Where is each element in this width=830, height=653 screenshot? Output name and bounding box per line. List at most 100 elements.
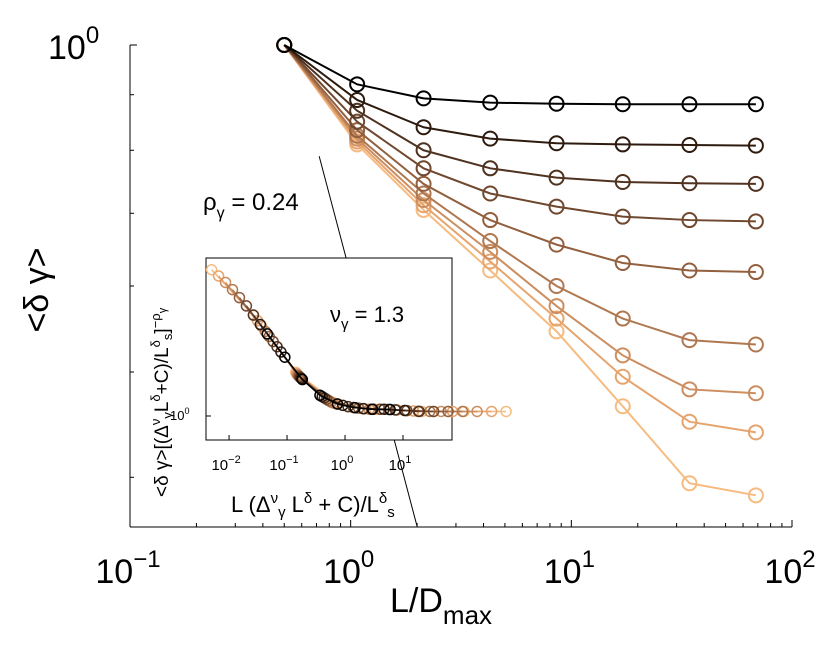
series-marker (681, 332, 698, 349)
inset-background (205, 257, 453, 441)
series-marker (548, 236, 565, 253)
inset-y-ticks: 100 (170, 406, 211, 423)
inset-series-marker (247, 309, 260, 321)
inset-series-marker (366, 403, 379, 415)
series-marker (482, 130, 499, 147)
series-marker (349, 91, 366, 108)
inset-series-marker (279, 351, 291, 363)
inset-series-marker (240, 300, 253, 312)
series-marker (747, 137, 764, 154)
series-marker (548, 169, 565, 186)
inset-x-tick-label: 10−1 (269, 454, 298, 474)
series-marker (276, 37, 293, 53)
series-marker (681, 262, 698, 279)
inset-series-marker (212, 270, 225, 282)
inset-chart: 10−2 10−1 100 101 100 νγ = 1.3 L (Δνγ Lδ + … (148, 257, 512, 521)
main-x-tick-label: 102 (764, 546, 815, 591)
main-x-tick-label: 101 (544, 546, 595, 591)
series-marker (349, 122, 366, 139)
series-marker (681, 96, 698, 113)
inset-series-marker (398, 404, 411, 417)
main-series-group (276, 37, 764, 504)
inset-series-marker (384, 403, 396, 416)
series-marker (681, 136, 698, 153)
inset-y-axis-label: <δ γ>[(ΔνγLδ+C)/Lδs]−ργ (148, 307, 175, 497)
inset-series-marker (500, 405, 512, 418)
series-marker (747, 424, 764, 441)
main-y-axis-label: <δ γ> (18, 247, 56, 332)
series-marker (614, 96, 631, 113)
series-line (283, 44, 756, 106)
series-line (283, 44, 756, 274)
inset-series-marker (205, 263, 218, 276)
slope-annotation: ργ = 0.24 (203, 156, 418, 527)
series-marker (415, 185, 432, 202)
series-marker (681, 475, 698, 492)
inset-x-axis-label: L (Δνγ Lδ + C)/Lδs (231, 490, 395, 521)
series-marker (747, 336, 764, 353)
inset-series-marker (442, 405, 454, 418)
series-marker (349, 113, 366, 130)
series-marker (482, 243, 499, 260)
series-marker (747, 213, 764, 230)
inset-series-marker (456, 405, 469, 418)
series-marker (614, 398, 631, 415)
main-axes: 10−1 100 101 102 100 (48, 22, 816, 591)
inset-x-ticks: 10−2 10−1 100 101 (211, 435, 411, 474)
series-marker (548, 198, 565, 215)
inset-series-marker (427, 405, 440, 418)
series-line (283, 44, 756, 346)
series-marker (349, 102, 366, 119)
inset-series-marker (337, 399, 349, 412)
inset-series-marker (219, 276, 232, 289)
series-marker (614, 368, 631, 385)
slope-label: ργ = 0.24 (203, 189, 299, 222)
series-marker (614, 310, 631, 327)
inset-x-tick-label: 101 (389, 454, 412, 474)
inset-series-marker (295, 372, 308, 385)
series-marker (614, 347, 631, 364)
inset-nu-annotation: νγ = 1.3 (330, 302, 404, 333)
inset-series-group (205, 263, 512, 418)
inset-series-marker (485, 405, 498, 418)
series-marker (415, 119, 432, 136)
inset-series-marker (254, 318, 267, 331)
inset-series-marker (331, 398, 344, 410)
series-marker (548, 135, 565, 152)
series-marker (747, 175, 764, 192)
series-marker (548, 298, 565, 315)
series-line (283, 44, 757, 434)
main-x-ticks: 10−1 100 101 102 (95, 520, 816, 591)
series-line (283, 44, 756, 395)
inset-series-marker (413, 405, 425, 418)
main-y-ticks: 100 (48, 22, 137, 478)
main-x-axis-label: L/Dmax (390, 582, 492, 630)
series-marker (482, 233, 499, 250)
series-marker (548, 310, 565, 327)
series-marker (415, 175, 432, 192)
series-marker (614, 208, 631, 225)
series-marker (482, 253, 499, 270)
series-line (283, 44, 757, 497)
inset-series-marker (261, 328, 274, 340)
series-marker (747, 96, 764, 113)
inset-x-tick-label: 10−2 (211, 454, 240, 474)
series-marker (548, 95, 565, 112)
series-marker (681, 175, 698, 192)
series-marker (747, 487, 764, 504)
series-marker (614, 173, 631, 190)
series-marker (482, 94, 499, 111)
series-marker (482, 160, 499, 177)
inset-x-tick-label: 100 (331, 454, 354, 474)
main-x-tick-label: 100 (323, 546, 374, 591)
inset-series-marker (349, 401, 361, 414)
inset-series-marker (296, 373, 309, 386)
series-marker (548, 278, 565, 294)
series-marker (482, 185, 499, 202)
series-line (283, 44, 756, 185)
series-marker (415, 90, 432, 107)
inset-series-marker (233, 291, 246, 304)
series-marker (614, 136, 631, 153)
inset-series-marker (314, 389, 326, 402)
